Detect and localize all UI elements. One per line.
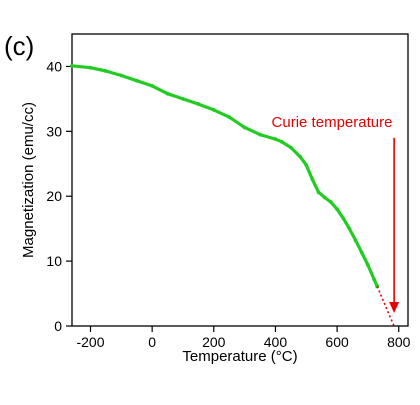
data-point	[329, 200, 333, 204]
y-tick-label: 0	[54, 318, 62, 334]
data-point	[372, 277, 376, 282]
curie-temperature-label: Curie temperature	[272, 114, 393, 131]
data-point	[242, 125, 247, 130]
x-tick-label: 400	[264, 334, 288, 350]
y-tick-label: 30	[46, 123, 62, 139]
curie-temperature-arrow-head	[389, 302, 400, 314]
data-point	[273, 137, 278, 142]
data-point	[353, 238, 358, 243]
x-axis-title: Temperature (°C)	[182, 348, 297, 365]
data-point	[119, 73, 124, 78]
x-tick-label: 0	[148, 334, 156, 350]
data-point	[227, 115, 232, 119]
data-point	[310, 177, 315, 182]
data-point	[366, 263, 370, 267]
x-tick-label: 800	[387, 334, 411, 350]
annotations: (c) Temperature (°C) Magnetization (emu/…	[4, 31, 400, 365]
data-point	[335, 207, 340, 212]
data-point	[134, 78, 139, 83]
data-point	[322, 195, 327, 200]
y-tick-label: 10	[46, 253, 62, 269]
data-point	[279, 139, 284, 144]
data-point	[288, 145, 293, 150]
data-point	[298, 154, 303, 159]
panel-label: (c)	[4, 31, 34, 61]
data-point	[70, 63, 74, 68]
data-point	[196, 102, 201, 106]
data-point	[304, 163, 309, 167]
data-point	[104, 69, 108, 73]
extrapolation-line	[376, 286, 395, 327]
data-point	[258, 132, 262, 137]
axes	[71, 33, 409, 327]
data-point	[347, 226, 352, 231]
x-tick-label: 200	[202, 334, 226, 350]
data-point	[359, 250, 364, 255]
data-point	[165, 91, 170, 96]
ticks: -200 0 200 400 600 800 0 10 20 30 40	[46, 58, 410, 350]
data-point	[88, 65, 93, 70]
magnetization-curve	[70, 64, 379, 288]
x-tick-label: 600	[325, 334, 349, 350]
y-tick-label: 20	[46, 188, 62, 204]
plot-frame	[71, 33, 409, 327]
data-point	[181, 96, 185, 101]
series	[70, 63, 395, 327]
data-point	[341, 216, 346, 221]
x-tick-label: -200	[76, 334, 104, 350]
y-tick-label: 40	[46, 58, 62, 74]
data-point	[150, 84, 155, 88]
y-axis-title: Magnetization (emu/cc)	[20, 102, 37, 258]
data-point	[211, 108, 216, 112]
data-point	[316, 190, 321, 195]
